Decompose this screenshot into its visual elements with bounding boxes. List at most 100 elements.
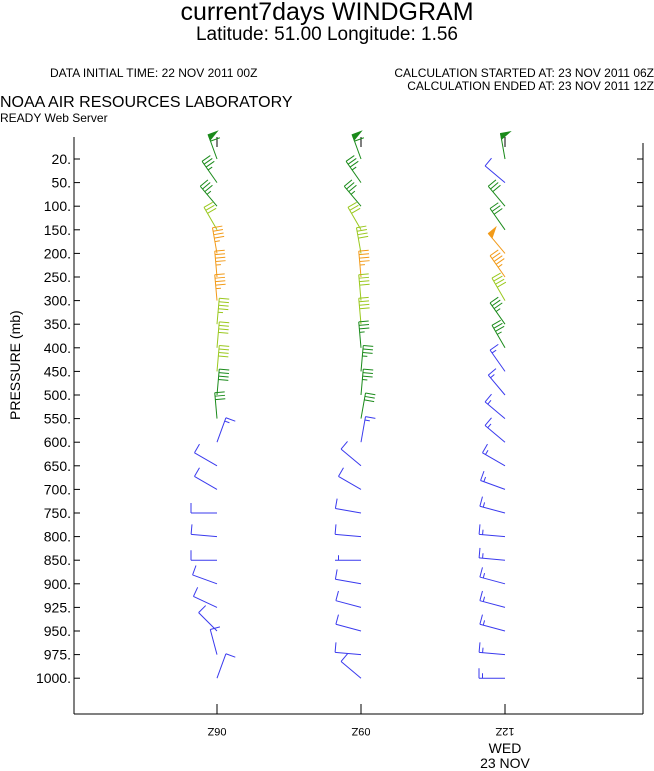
wind-barb-half-feather xyxy=(208,167,212,170)
wind-barb-staff xyxy=(336,624,361,631)
wind-barb-half-feather xyxy=(488,424,491,428)
wind-barb-half-feather xyxy=(492,350,496,353)
wind-barb-staff xyxy=(485,425,505,442)
wind-barb-feather xyxy=(360,284,370,285)
wind-barb-feather xyxy=(479,642,480,652)
y-tick-label: 250. xyxy=(44,269,71,285)
wind-barb-feather xyxy=(335,642,336,652)
y-tick-label: 300. xyxy=(44,293,71,309)
wind-barb-feather xyxy=(359,304,369,305)
wind-barb-feather xyxy=(218,380,228,381)
y-tick-label: 450. xyxy=(44,363,71,379)
wind-barb-feather xyxy=(194,468,199,477)
wind-barb-feather xyxy=(219,345,229,346)
wind-barb-feather xyxy=(341,654,347,662)
wind-barb-feather xyxy=(219,298,229,299)
y-tick-label: 550. xyxy=(44,411,71,427)
y-tick-label: 925. xyxy=(44,599,71,615)
wind-barb-feather xyxy=(219,329,229,330)
wind-barb-feather xyxy=(215,399,225,400)
wind-barb-staff xyxy=(210,629,217,654)
wind-barb-half-feather xyxy=(351,191,355,194)
wind-barb-half-feather xyxy=(498,264,502,267)
wind-barb-feather xyxy=(215,274,225,275)
wind-barb-half-feather xyxy=(483,502,484,507)
wind-barb-staff xyxy=(482,453,505,466)
wind-barb-feather xyxy=(366,417,376,419)
wind-barb-staff xyxy=(341,449,361,466)
wind-barb-feather xyxy=(488,369,496,375)
wind-barb-feather xyxy=(363,369,373,370)
time-tick-label: 06Z xyxy=(207,725,226,737)
wind-barb-staff xyxy=(194,453,217,466)
wind-barb-staff xyxy=(335,534,361,536)
wind-barb-feather xyxy=(480,497,483,507)
wind-barb-feather xyxy=(216,284,226,285)
wind-barb-half-feather xyxy=(365,420,370,421)
y-tick-label: 1000. xyxy=(36,670,71,686)
wind-barb-feather xyxy=(219,349,229,350)
y-tick-label: 150. xyxy=(44,222,71,238)
y-tick-label: 20. xyxy=(52,151,71,167)
wind-barb-feather xyxy=(219,369,229,370)
wind-barb-feather xyxy=(480,615,483,625)
y-tick-label: 600. xyxy=(44,434,71,450)
wind-barb-staff xyxy=(336,601,361,608)
wind-barb-half-feather xyxy=(207,191,211,194)
y-tick-label: 50. xyxy=(52,175,71,191)
wind-barb-feather xyxy=(226,654,235,657)
wind-barb-feather xyxy=(363,352,373,353)
wind-barb-half-feather xyxy=(483,620,484,625)
wind-barb-staff xyxy=(356,228,361,254)
wind-barb-half-feather xyxy=(483,573,484,578)
wind-barb-feather xyxy=(219,302,229,303)
wind-barb-feather xyxy=(215,254,225,255)
wind-barb-feather xyxy=(363,345,373,346)
y-tick-label: 500. xyxy=(44,387,71,403)
wind-barb-feather xyxy=(359,254,369,255)
wind-barb-feather xyxy=(359,328,369,329)
wind-barb-half-feather xyxy=(483,597,484,602)
wind-barb-half-feather xyxy=(225,421,230,423)
wind-barb-feather xyxy=(219,325,229,326)
wind-barb-feather xyxy=(359,297,369,298)
y-tick-label: 975. xyxy=(44,647,71,663)
wind-barb-staff xyxy=(194,476,217,489)
wind-barb-staff xyxy=(335,652,361,654)
wind-barb-feather xyxy=(359,281,369,282)
wind-barb-feather xyxy=(359,325,369,326)
wind-barb-half-feather xyxy=(488,400,491,404)
wind-barb-pennant xyxy=(488,227,496,238)
wind-barb-feather xyxy=(216,261,226,262)
wind-barb-feather xyxy=(359,277,369,278)
y-tick-label: 700. xyxy=(44,481,71,497)
wind-barb-feather xyxy=(358,233,368,235)
wind-barb-staff xyxy=(341,661,361,678)
wind-barb-feather xyxy=(341,441,347,449)
y-tick-label: 800. xyxy=(44,529,71,545)
wind-barb-feather xyxy=(336,615,339,625)
wind-barb-feather xyxy=(194,444,199,453)
y-tick-label: 900. xyxy=(44,576,71,592)
wind-barb-staff xyxy=(335,579,361,584)
wind-barb-feather xyxy=(335,569,337,579)
wind-barb-feather xyxy=(363,373,373,374)
wind-barb-staff xyxy=(490,350,505,371)
wind-barb-feather xyxy=(336,591,339,601)
wind-barb-half-feather xyxy=(496,309,500,312)
wind-barb-feather xyxy=(219,373,229,374)
wind-barb-feather xyxy=(358,236,368,238)
y-tick-label: 950. xyxy=(44,623,71,639)
wind-barb-feather xyxy=(214,233,224,235)
wind-barb-half-feather xyxy=(486,450,489,454)
y-tick-label: 200. xyxy=(44,245,71,261)
wind-barb-feather xyxy=(191,524,192,534)
y-tick-label: 650. xyxy=(44,458,71,474)
wind-barb-staff xyxy=(217,418,226,442)
wind-barb-feather xyxy=(359,257,369,258)
wind-barb-half-feather xyxy=(352,167,356,170)
wind-barb-half-feather xyxy=(484,477,486,482)
wind-barb-feather xyxy=(213,230,223,232)
wind-barb-staff xyxy=(485,402,505,419)
